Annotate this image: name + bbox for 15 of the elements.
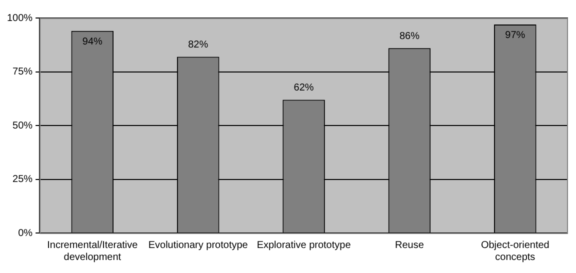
x-tick-label: Evolutionary prototype [148, 240, 248, 251]
x-tick-label: Object-oriented concepts [480, 240, 550, 263]
x-tick-label: Explorative prototype [256, 240, 352, 251]
data-label: 94% [82, 36, 103, 48]
y-tick-label: 100% [7, 12, 33, 24]
y-tick-label: 75% [12, 66, 33, 78]
x-tick-label: Reuse [395, 240, 424, 251]
data-label: 82% [188, 39, 208, 50]
data-label: 97% [505, 30, 526, 42]
data-label: 62% [294, 82, 314, 94]
x-tick-label: Incremental/Iterative development [47, 240, 138, 263]
y-tick-label: 50% [12, 120, 33, 132]
y-tick-label: 25% [12, 174, 33, 185]
data-label: 86% [399, 30, 420, 42]
y-tick-label: 0% [18, 228, 33, 239]
